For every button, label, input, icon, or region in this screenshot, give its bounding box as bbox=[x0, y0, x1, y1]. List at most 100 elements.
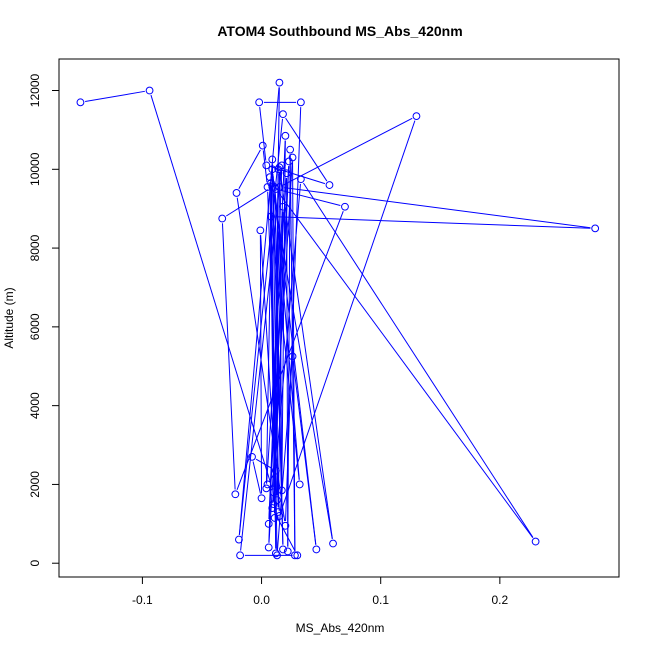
series-segment bbox=[259, 235, 263, 494]
data-point bbox=[268, 165, 277, 174]
data-point bbox=[267, 212, 275, 221]
data-point bbox=[268, 183, 277, 191]
y-axis-label: Altitude (m) bbox=[2, 287, 16, 348]
data-point bbox=[341, 202, 349, 211]
data-point bbox=[264, 543, 273, 552]
series-segment bbox=[260, 235, 278, 496]
data-point bbox=[270, 514, 279, 522]
data-point bbox=[264, 519, 273, 528]
data-point bbox=[255, 98, 264, 107]
x-tick-label: 0.2 bbox=[492, 593, 509, 607]
data-point bbox=[257, 494, 266, 503]
series-segment bbox=[255, 458, 272, 469]
data-point bbox=[248, 452, 256, 461]
data-point bbox=[269, 488, 278, 497]
y-tick-label: 10000 bbox=[28, 152, 42, 186]
data-point bbox=[232, 189, 241, 197]
x-axis-label: MS_Abs_420nm bbox=[296, 621, 385, 635]
data-point bbox=[273, 496, 281, 505]
data-point bbox=[263, 480, 272, 489]
series-segment bbox=[269, 474, 274, 481]
data-point bbox=[286, 145, 295, 154]
data-point bbox=[329, 539, 337, 548]
data-point bbox=[283, 547, 292, 556]
data-point bbox=[235, 535, 243, 544]
data-point bbox=[76, 98, 85, 107]
y-axis: 0 2000 4000 6000 8000 10000 12000 bbox=[28, 74, 60, 567]
data-point bbox=[281, 521, 290, 530]
y-tick-label: 8000 bbox=[28, 234, 42, 261]
series-segment bbox=[283, 117, 413, 186]
series-segment bbox=[252, 461, 261, 494]
data-point bbox=[268, 504, 277, 512]
series-segment bbox=[221, 223, 236, 490]
data-point bbox=[275, 163, 284, 172]
data-point bbox=[291, 551, 299, 560]
series-segment bbox=[280, 189, 341, 207]
series-segment bbox=[303, 182, 534, 538]
data-point bbox=[279, 202, 287, 211]
data-point bbox=[271, 466, 280, 475]
data-point bbox=[236, 551, 245, 560]
data-point bbox=[267, 179, 275, 187]
x-tick-label: 0.1 bbox=[372, 593, 389, 607]
series-segment bbox=[275, 216, 591, 229]
data-point bbox=[279, 545, 287, 554]
data-point bbox=[412, 112, 421, 121]
series-segment bbox=[292, 361, 317, 545]
data-point bbox=[531, 537, 540, 546]
series-segment bbox=[225, 189, 269, 217]
series-segment bbox=[259, 107, 267, 161]
data-point bbox=[296, 175, 305, 184]
series-segment bbox=[150, 94, 273, 488]
data-point bbox=[273, 551, 281, 560]
y-tick-label: 0 bbox=[28, 560, 42, 567]
data-point bbox=[256, 226, 265, 235]
data-point bbox=[262, 161, 271, 170]
series-segment bbox=[272, 191, 333, 539]
y-tick-label: 6000 bbox=[28, 313, 42, 340]
x-tick-label: 0.0 bbox=[253, 593, 270, 607]
data-point bbox=[281, 131, 290, 140]
data-point bbox=[288, 352, 297, 361]
data-point bbox=[258, 141, 267, 150]
data-point bbox=[145, 86, 154, 95]
series-group bbox=[76, 78, 600, 560]
data-point bbox=[312, 545, 321, 554]
series-segment bbox=[277, 211, 284, 508]
series-segment bbox=[286, 177, 289, 547]
data-point bbox=[262, 484, 271, 493]
series-segment bbox=[238, 149, 261, 190]
y-tick-label: 12000 bbox=[28, 74, 42, 108]
series-segment bbox=[287, 154, 291, 547]
chart-title: ATOM4 Southbound MS_Abs_420nm bbox=[217, 23, 462, 39]
y-tick-label: 2000 bbox=[28, 471, 42, 498]
series-segment bbox=[85, 90, 145, 103]
data-point bbox=[274, 508, 283, 516]
series-segment bbox=[285, 117, 328, 182]
data-point bbox=[275, 78, 284, 87]
data-point bbox=[271, 549, 280, 558]
series-segment bbox=[236, 210, 344, 491]
series-segment bbox=[238, 87, 280, 535]
data-point bbox=[265, 173, 274, 182]
x-tick-label: -0.1 bbox=[132, 593, 153, 607]
data-point bbox=[275, 512, 284, 520]
series-segment bbox=[276, 174, 279, 496]
data-point bbox=[293, 551, 302, 560]
data-point bbox=[279, 110, 287, 119]
data-point bbox=[218, 214, 227, 223]
series-segment bbox=[284, 187, 591, 229]
series-segment bbox=[279, 171, 333, 539]
series-segment bbox=[278, 192, 534, 539]
series-segment bbox=[269, 181, 276, 514]
data-point bbox=[282, 169, 291, 178]
data-point bbox=[285, 157, 293, 166]
data-point bbox=[295, 480, 304, 489]
data-point bbox=[268, 155, 277, 164]
data-point bbox=[231, 490, 240, 499]
y-tick-label: 4000 bbox=[28, 392, 42, 419]
data-point bbox=[296, 98, 305, 107]
series-segment bbox=[281, 140, 286, 486]
